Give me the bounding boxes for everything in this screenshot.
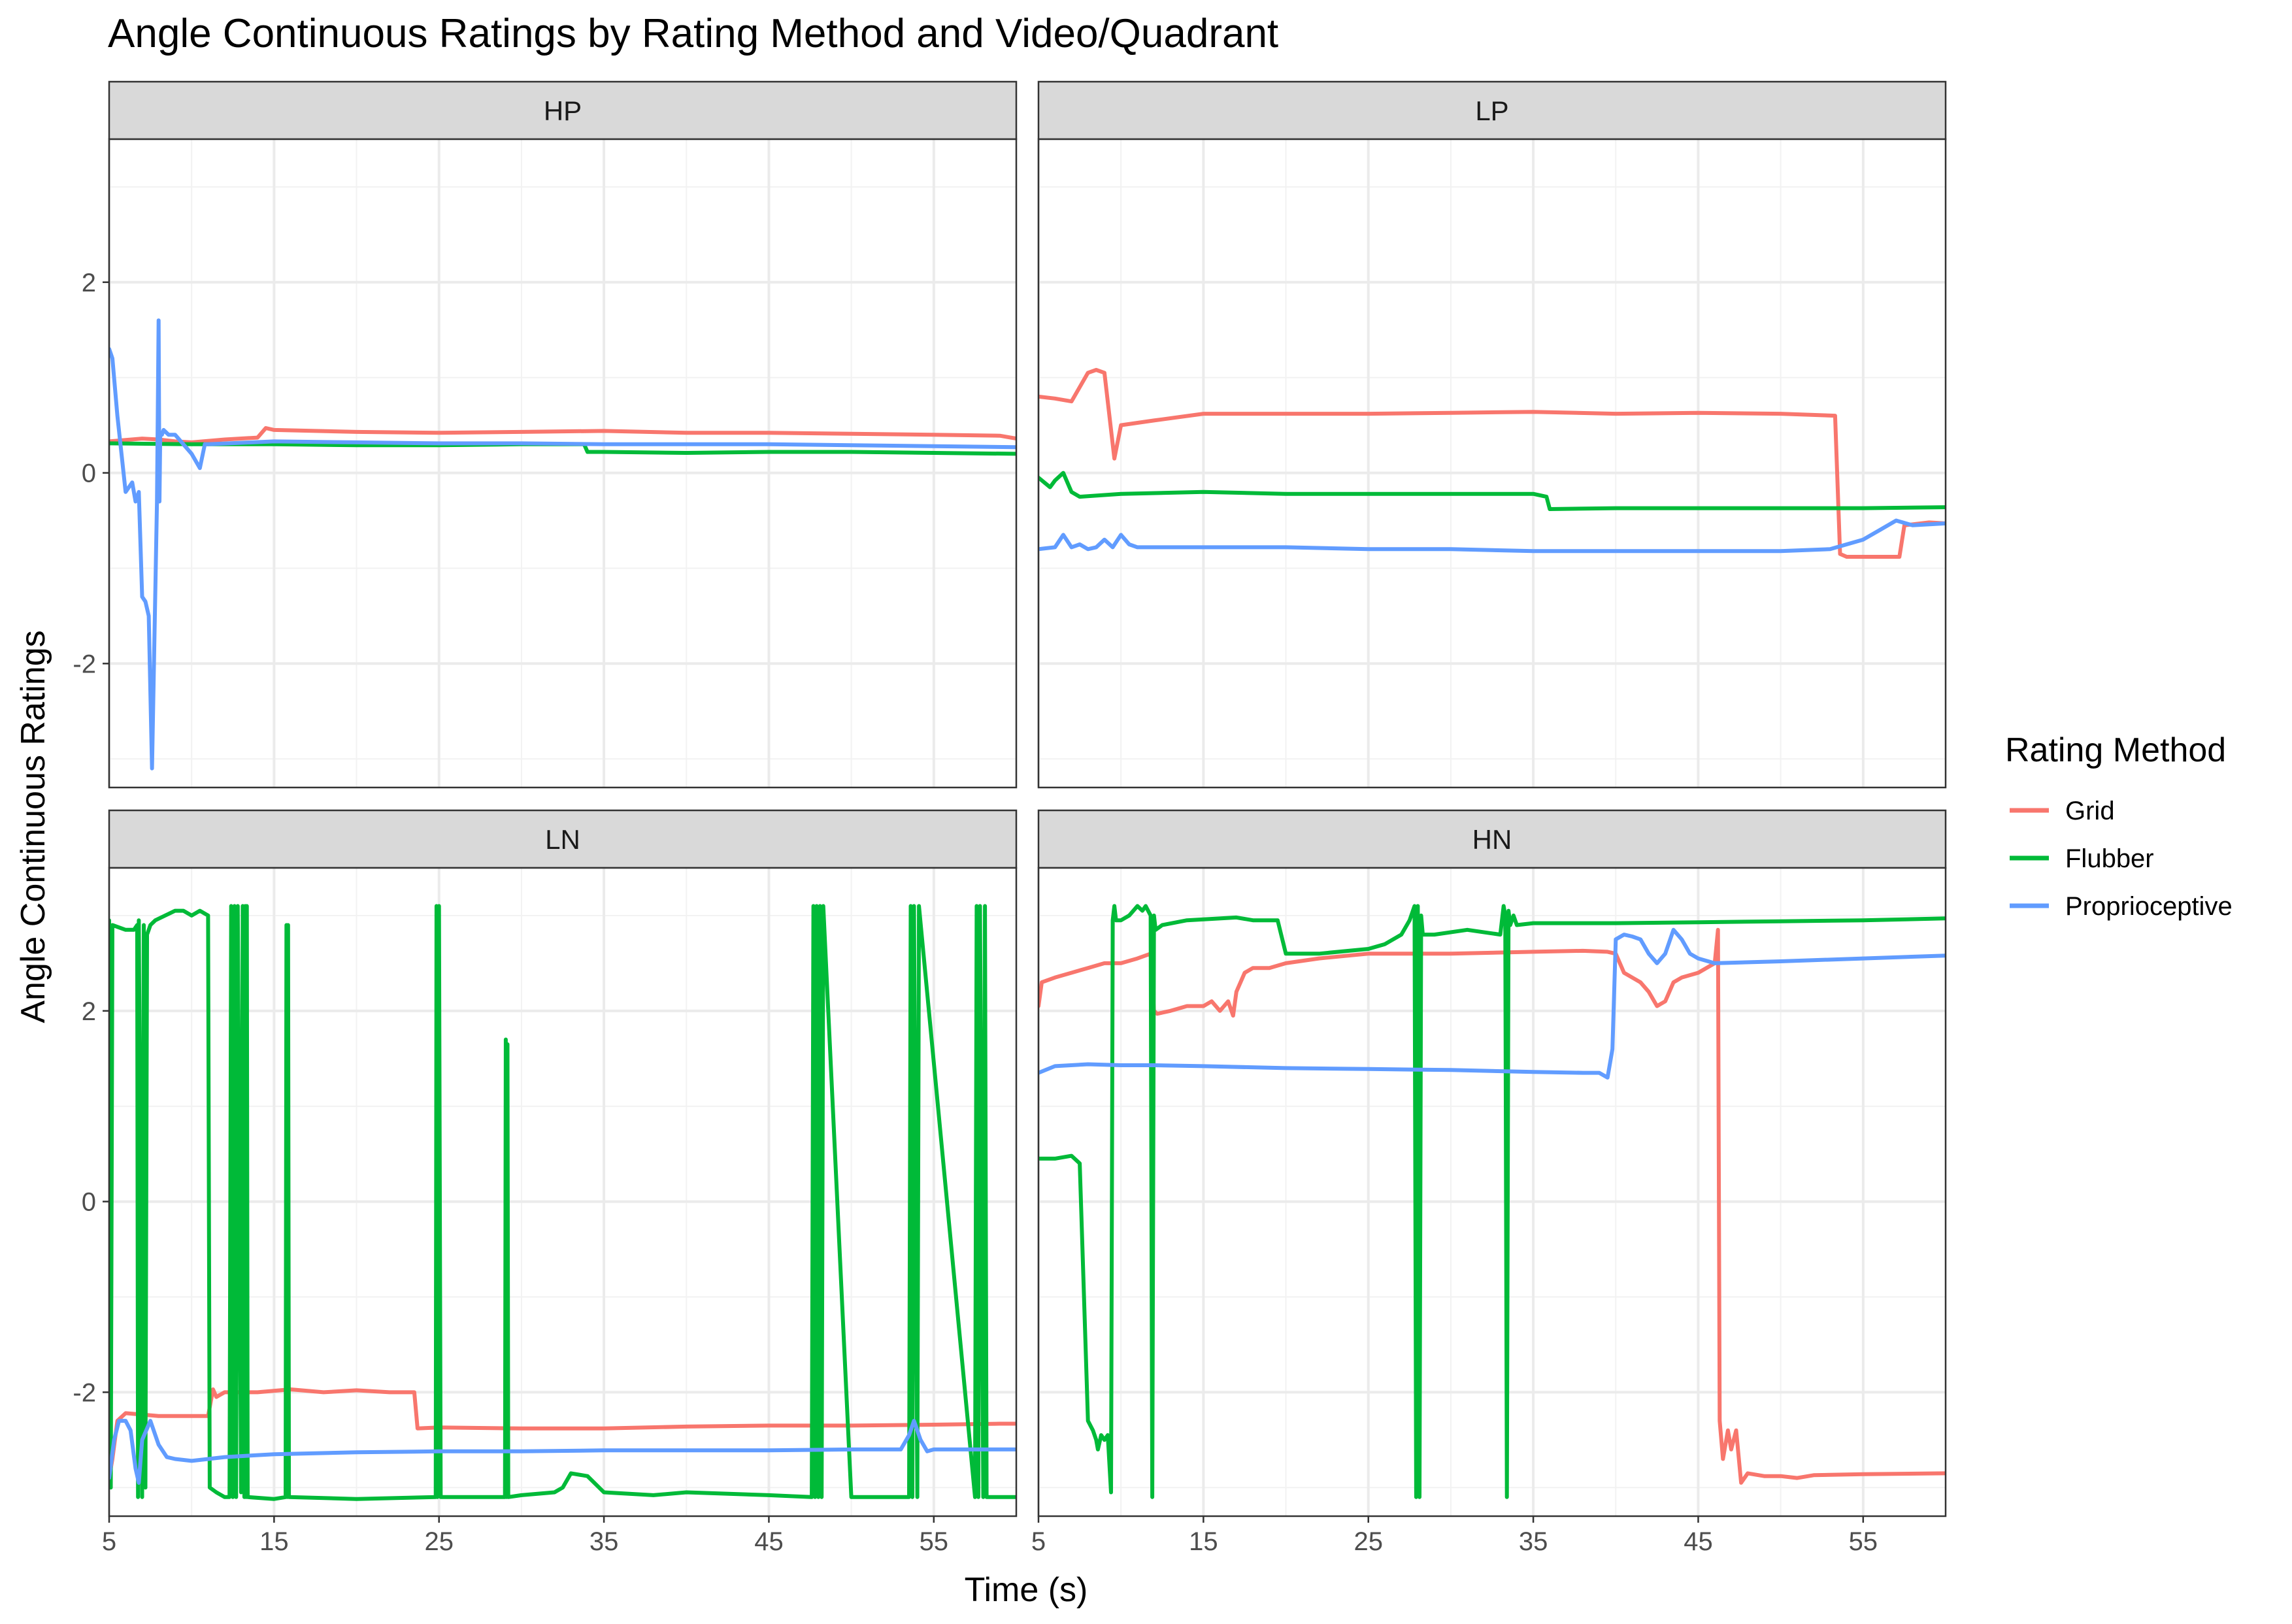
panel-background-hp xyxy=(109,139,1016,787)
panel-strip-hp xyxy=(108,80,1018,141)
x-tick-label: 15 xyxy=(1189,1527,1218,1556)
panel-strip-hn xyxy=(1037,809,1947,869)
x-tick-label: 25 xyxy=(1354,1527,1383,1556)
series-line-hp-flubber xyxy=(109,441,1016,456)
y-tick-label: -2 xyxy=(73,1378,96,1407)
series-group-hp xyxy=(109,318,1016,771)
chart-title: Angle Continuous Ratings by Rating Metho… xyxy=(108,11,1278,56)
series-line-hn-proprioceptive xyxy=(1038,927,1946,1080)
series-line-lp-flubber xyxy=(1038,471,1946,511)
legend-label-proprioceptive: Proprioceptive xyxy=(2065,892,2233,921)
y-tick-label: -2 xyxy=(73,650,96,678)
series-group-lp xyxy=(1038,368,1946,559)
x-tick-label: 35 xyxy=(1519,1527,1548,1556)
series-line-ln-proprioceptive xyxy=(109,1419,1016,1485)
panel-strip-lp xyxy=(1037,80,1947,141)
x-tick-label: 5 xyxy=(102,1527,116,1556)
series-line-lp-grid xyxy=(1038,368,1946,559)
panel-background-hn xyxy=(1038,868,1946,1516)
legend-label-flubber: Flubber xyxy=(2065,844,2154,873)
panel-strip-label-lp: LP xyxy=(1475,95,1508,126)
series-line-lp-proprioceptive xyxy=(1038,518,1946,554)
panel-strip-label-hn: HN xyxy=(1472,824,1512,855)
y-tick-label: 0 xyxy=(82,459,96,488)
panel-background-ln xyxy=(109,868,1016,1516)
panel-border-lp xyxy=(1037,138,1947,789)
series-group-ln xyxy=(109,904,1016,1501)
x-tick-label: 5 xyxy=(1031,1527,1046,1556)
panel-strip-label-ln: LN xyxy=(545,824,580,855)
series-line-hp-grid xyxy=(109,426,1016,444)
x-tick-label: 15 xyxy=(259,1527,289,1556)
x-tick-label: 35 xyxy=(590,1527,619,1556)
panel-strip-ln xyxy=(108,809,1018,869)
x-tick-label: 55 xyxy=(920,1527,949,1556)
x-tick-label: 45 xyxy=(1684,1527,1713,1556)
panel-border-hp xyxy=(108,138,1018,789)
series-line-hp-proprioceptive xyxy=(109,318,1016,771)
panel-border-ln xyxy=(108,867,1018,1517)
x-tick-label: 25 xyxy=(424,1527,454,1556)
y-axis-label: Angle Continuous Ratings xyxy=(14,630,52,1023)
panel-hp: HP -2 0 2 xyxy=(73,80,1018,789)
panel-strip-label-hp: HP xyxy=(544,95,582,126)
legend-label-grid: Grid xyxy=(2065,797,2115,825)
series-group-hn xyxy=(1038,904,1946,1499)
y-tick-label: 0 xyxy=(82,1188,96,1217)
x-tick-label: 45 xyxy=(754,1527,784,1556)
series-line-hn-flubber xyxy=(1038,904,1946,1499)
x-tick-label: 55 xyxy=(1849,1527,1878,1556)
panel-background-lp xyxy=(1038,139,1946,787)
panel-border-hn xyxy=(1037,867,1947,1517)
x-axis-label: Time (s) xyxy=(965,1571,1088,1609)
panel-lp: LP xyxy=(1037,80,1947,789)
series-line-ln-grid xyxy=(109,1387,1016,1480)
series-line-ln-flubber xyxy=(109,904,1016,1501)
legend-title: Rating Method xyxy=(2005,731,2226,769)
panel-hn: HN 5 15 25 35 45 55 xyxy=(1031,809,1947,1556)
y-tick-label: 2 xyxy=(82,269,96,297)
legend: Rating Method Grid Flubber Proprioceptive xyxy=(2005,731,2233,921)
y-tick-label: 2 xyxy=(82,997,96,1026)
